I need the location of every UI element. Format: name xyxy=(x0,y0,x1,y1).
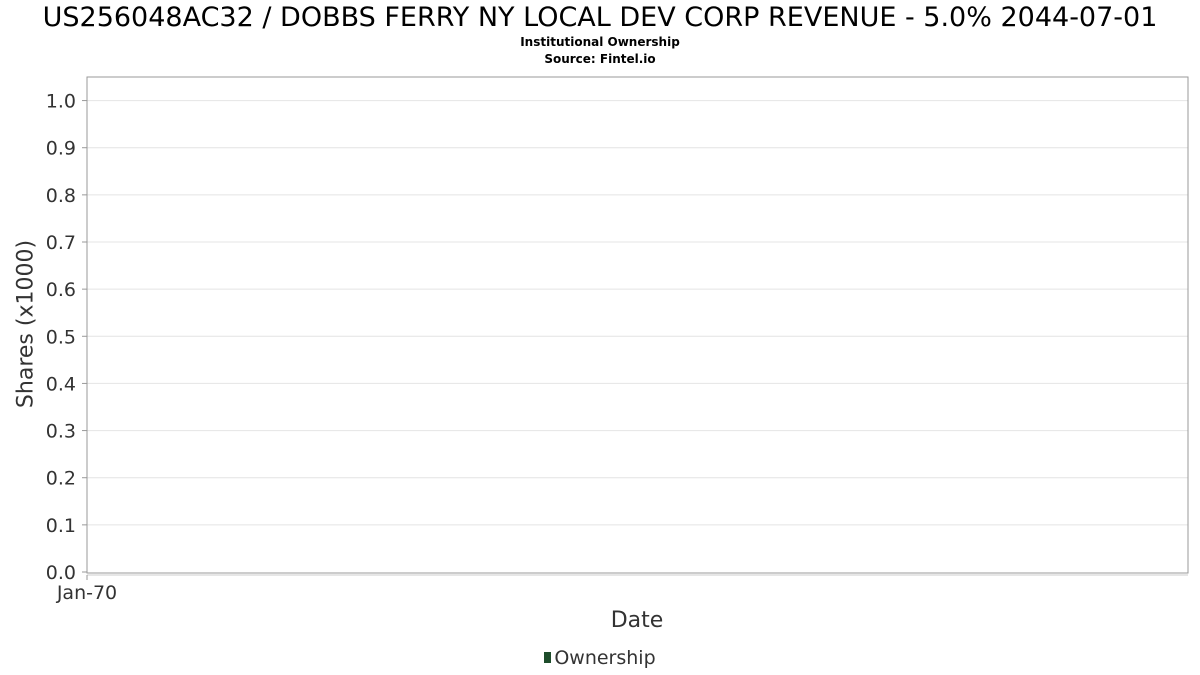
y-axis-ticks: 0.0 0.1 0.2 0.3 0.4 0.5 0.6 0.7 0.8 0.9 1.0 xyxy=(46,91,87,584)
gridlines xyxy=(87,100,1188,526)
y-tick-label-0: 0.0 xyxy=(46,562,76,584)
y-tick-label-4: 0.4 xyxy=(46,373,76,395)
x-axis-label: Date xyxy=(610,608,664,633)
chart-title: US256048AC32 / DOBBS FERRY NY LOCAL DEV … xyxy=(42,2,1158,33)
y-tick-label-7: 0.7 xyxy=(46,232,76,254)
plot-area xyxy=(86,76,1189,574)
legend-label-ownership: Ownership xyxy=(554,647,656,669)
chart-source: Source: Fintel.io xyxy=(544,52,656,66)
y-tick-label-2: 0.2 xyxy=(46,468,76,490)
chart-subtitle: Institutional Ownership xyxy=(520,35,680,49)
y-tick-label-9: 0.9 xyxy=(46,138,76,160)
legend: Ownership xyxy=(0,647,1200,669)
y-tick-label-6: 0.6 xyxy=(46,279,76,301)
y-tick-label-8: 0.8 xyxy=(46,185,76,207)
y-tick-label-3: 0.3 xyxy=(46,421,76,443)
y-tick-label-5: 0.5 xyxy=(46,326,76,348)
y-axis-label: Shares (x1000) xyxy=(13,239,39,409)
y-tick-label-1: 0.1 xyxy=(46,515,76,537)
x-tick-label-0: Jan-70 xyxy=(56,582,117,604)
x-axis-ticks: Jan-70 xyxy=(56,575,117,604)
y-tick-label-10: 1.0 xyxy=(46,91,76,113)
legend-swatch-ownership xyxy=(544,652,552,663)
